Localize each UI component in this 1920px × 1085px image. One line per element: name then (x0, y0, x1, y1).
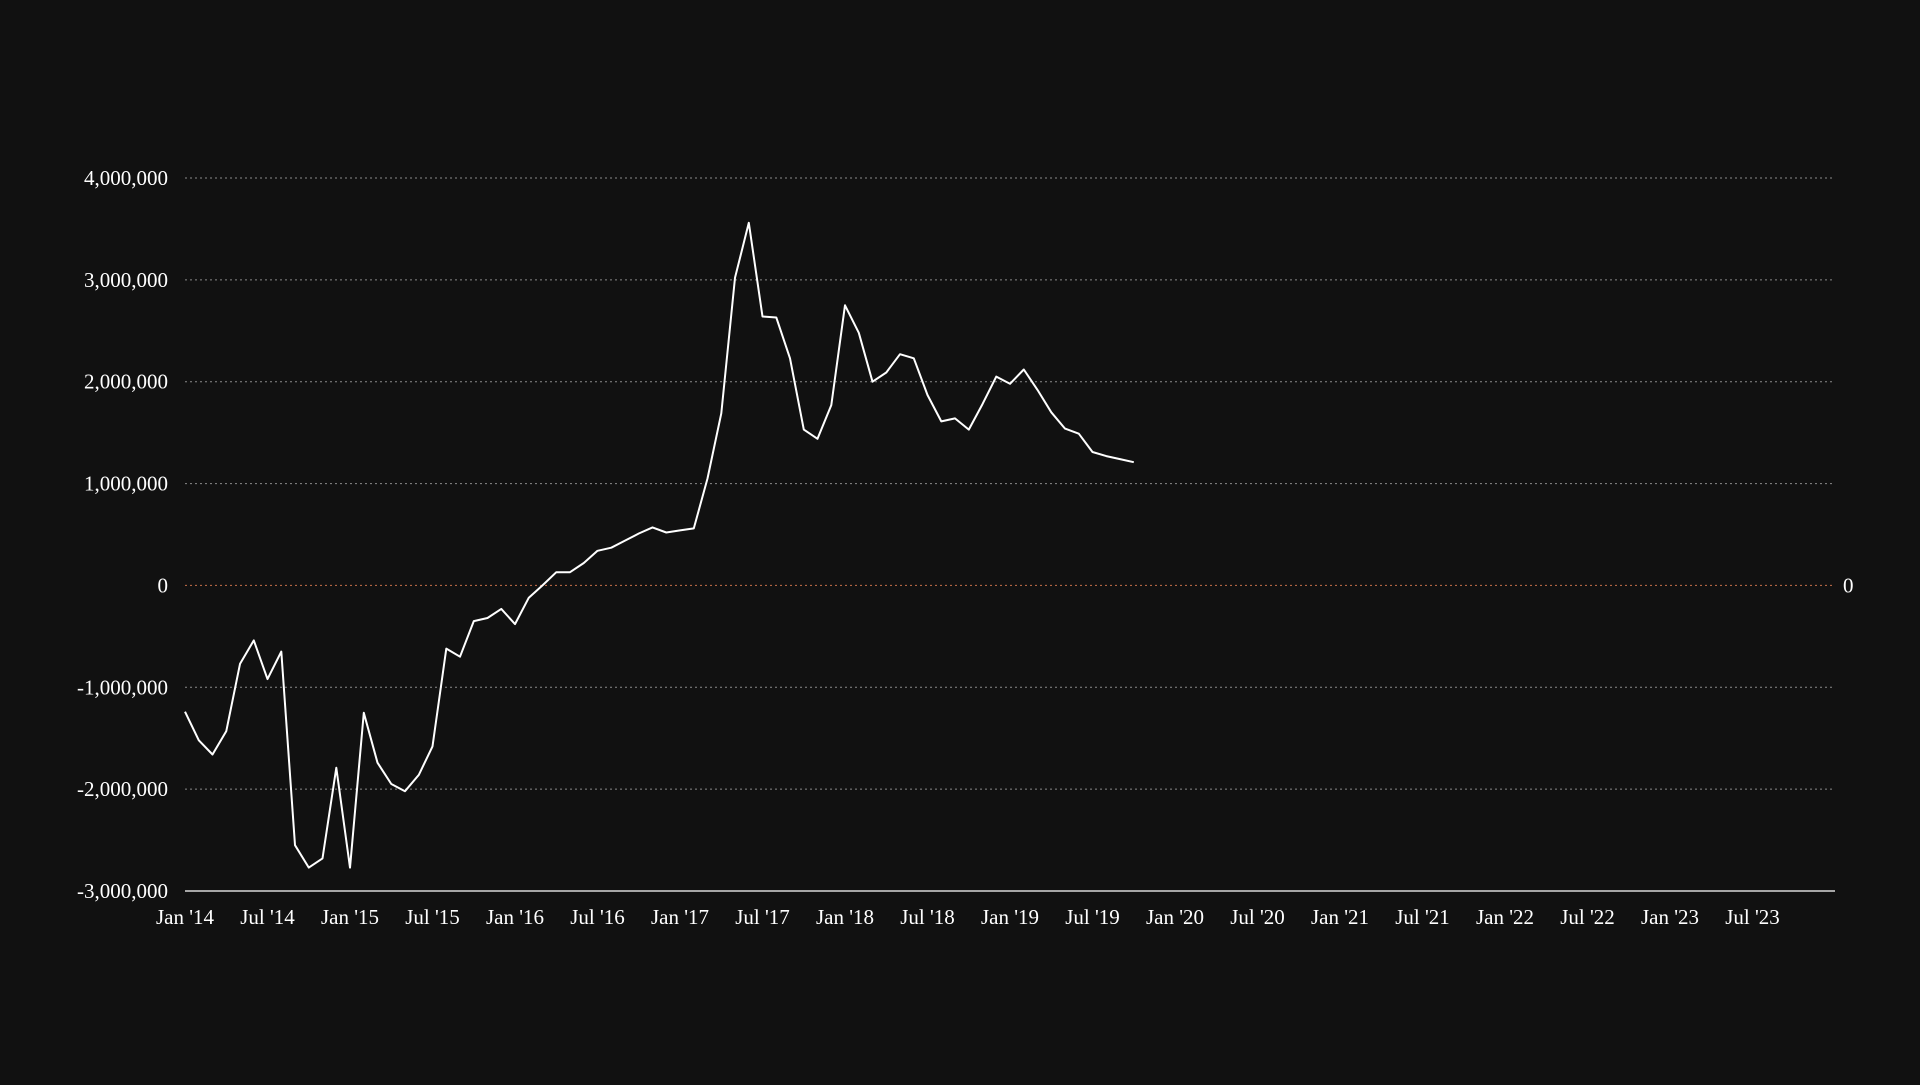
x-tick-label: Jul '17 (735, 905, 790, 929)
x-tick-label: Jan '16 (486, 905, 544, 929)
x-tick-label: Jul '19 (1065, 905, 1120, 929)
y-tick-label: 3,000,000 (84, 268, 168, 292)
x-tick-label: Jul '21 (1395, 905, 1450, 929)
x-tick-label: Jul '16 (570, 905, 625, 929)
grid-lines (185, 177, 1835, 790)
x-tick-label: Jan '22 (1476, 905, 1534, 929)
zero-line-group: 0 (185, 573, 1854, 597)
y-axis-tick-labels: -3,000,000 -2,000,000 -1,000,000 0 1,000,000… (77, 166, 168, 903)
x-tick-label: Jul '15 (405, 905, 460, 929)
x-tick-label: Jul '22 (1560, 905, 1615, 929)
x-tick-label: Jan '21 (1311, 905, 1369, 929)
x-tick-label: Jul '18 (900, 905, 955, 929)
y-tick-label: 1,000,000 (84, 472, 168, 496)
y-tick-label: -1,000,000 (77, 675, 168, 699)
series-group (184, 221, 1135, 869)
x-tick-label: Jan '20 (1146, 905, 1204, 929)
x-tick-label: Jan '19 (981, 905, 1039, 929)
x-tick-label: Jan '18 (816, 905, 874, 929)
x-tick-label: Jul '23 (1725, 905, 1780, 929)
x-axis-tick-labels: Jan '14 Jul '14 Jan '15 Jul '15 Jan '16 Jul '… (156, 905, 1780, 929)
y-tick-label: 0 (158, 573, 169, 597)
x-tick-label: Jul '20 (1230, 905, 1285, 929)
y-tick-label: 2,000,000 (84, 370, 168, 394)
zero-line-label: 0 (1843, 573, 1854, 597)
x-tick-label: Jan '15 (321, 905, 379, 929)
y-tick-label: -2,000,000 (77, 777, 168, 801)
x-tick-label: Jan '23 (1641, 905, 1699, 929)
x-tick-label: Jan '17 (651, 905, 709, 929)
series-line (184, 221, 1135, 869)
x-tick-label: Jul '14 (240, 905, 295, 929)
y-tick-label: -3,000,000 (77, 879, 168, 903)
y-tick-label: 4,000,000 (84, 166, 168, 190)
x-tick-label: Jan '14 (156, 905, 215, 929)
